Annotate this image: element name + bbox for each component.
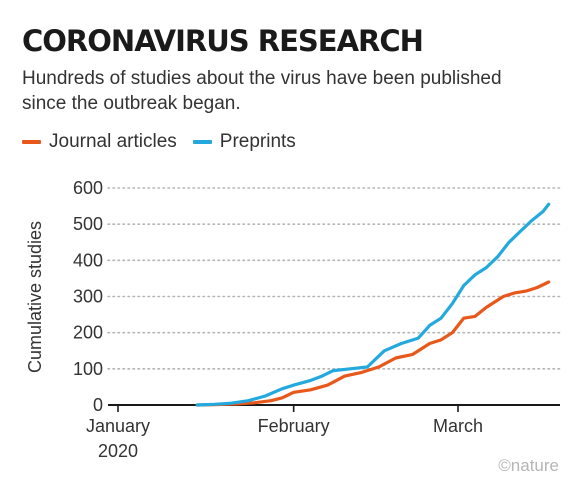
- y-axis-label: Cumulative studies: [25, 221, 45, 373]
- y-tick-label-200: 200: [73, 323, 103, 343]
- x-tick-sublabel-january: 2020: [98, 441, 138, 461]
- nature-credit: ©nature: [498, 456, 559, 475]
- y-tick-label-100: 100: [73, 359, 103, 379]
- legend-swatch-preprints: [192, 140, 212, 144]
- legend: Journal articles Preprints: [22, 131, 312, 153]
- y-tick-label-500: 500: [73, 214, 103, 234]
- legend-swatch-journal: [22, 140, 41, 144]
- legend-label-journal: Journal articles: [49, 131, 177, 152]
- chart-title: CORONAVIRUS RESEARCH: [22, 24, 424, 58]
- y-tick-label-0: 0: [93, 395, 103, 415]
- y-tick-label-300: 300: [73, 287, 103, 307]
- x-tick-label-january: January: [86, 416, 150, 436]
- series-line-preprints: [195, 202, 551, 407]
- series-line-journal-articles: [195, 280, 551, 407]
- x-tick-label-february: February: [258, 416, 330, 436]
- chart-subtitle: Hundreds of studies about the virus have…: [22, 68, 502, 114]
- y-tick-label-400: 400: [73, 250, 103, 270]
- legend-label-preprints: Preprints: [219, 131, 296, 152]
- legend-item-journal: Journal articles: [22, 131, 177, 153]
- y-tick-label-600: 600: [73, 178, 103, 198]
- x-tick-label-march: March: [433, 416, 483, 436]
- legend-item-preprints: Preprints: [192, 131, 296, 153]
